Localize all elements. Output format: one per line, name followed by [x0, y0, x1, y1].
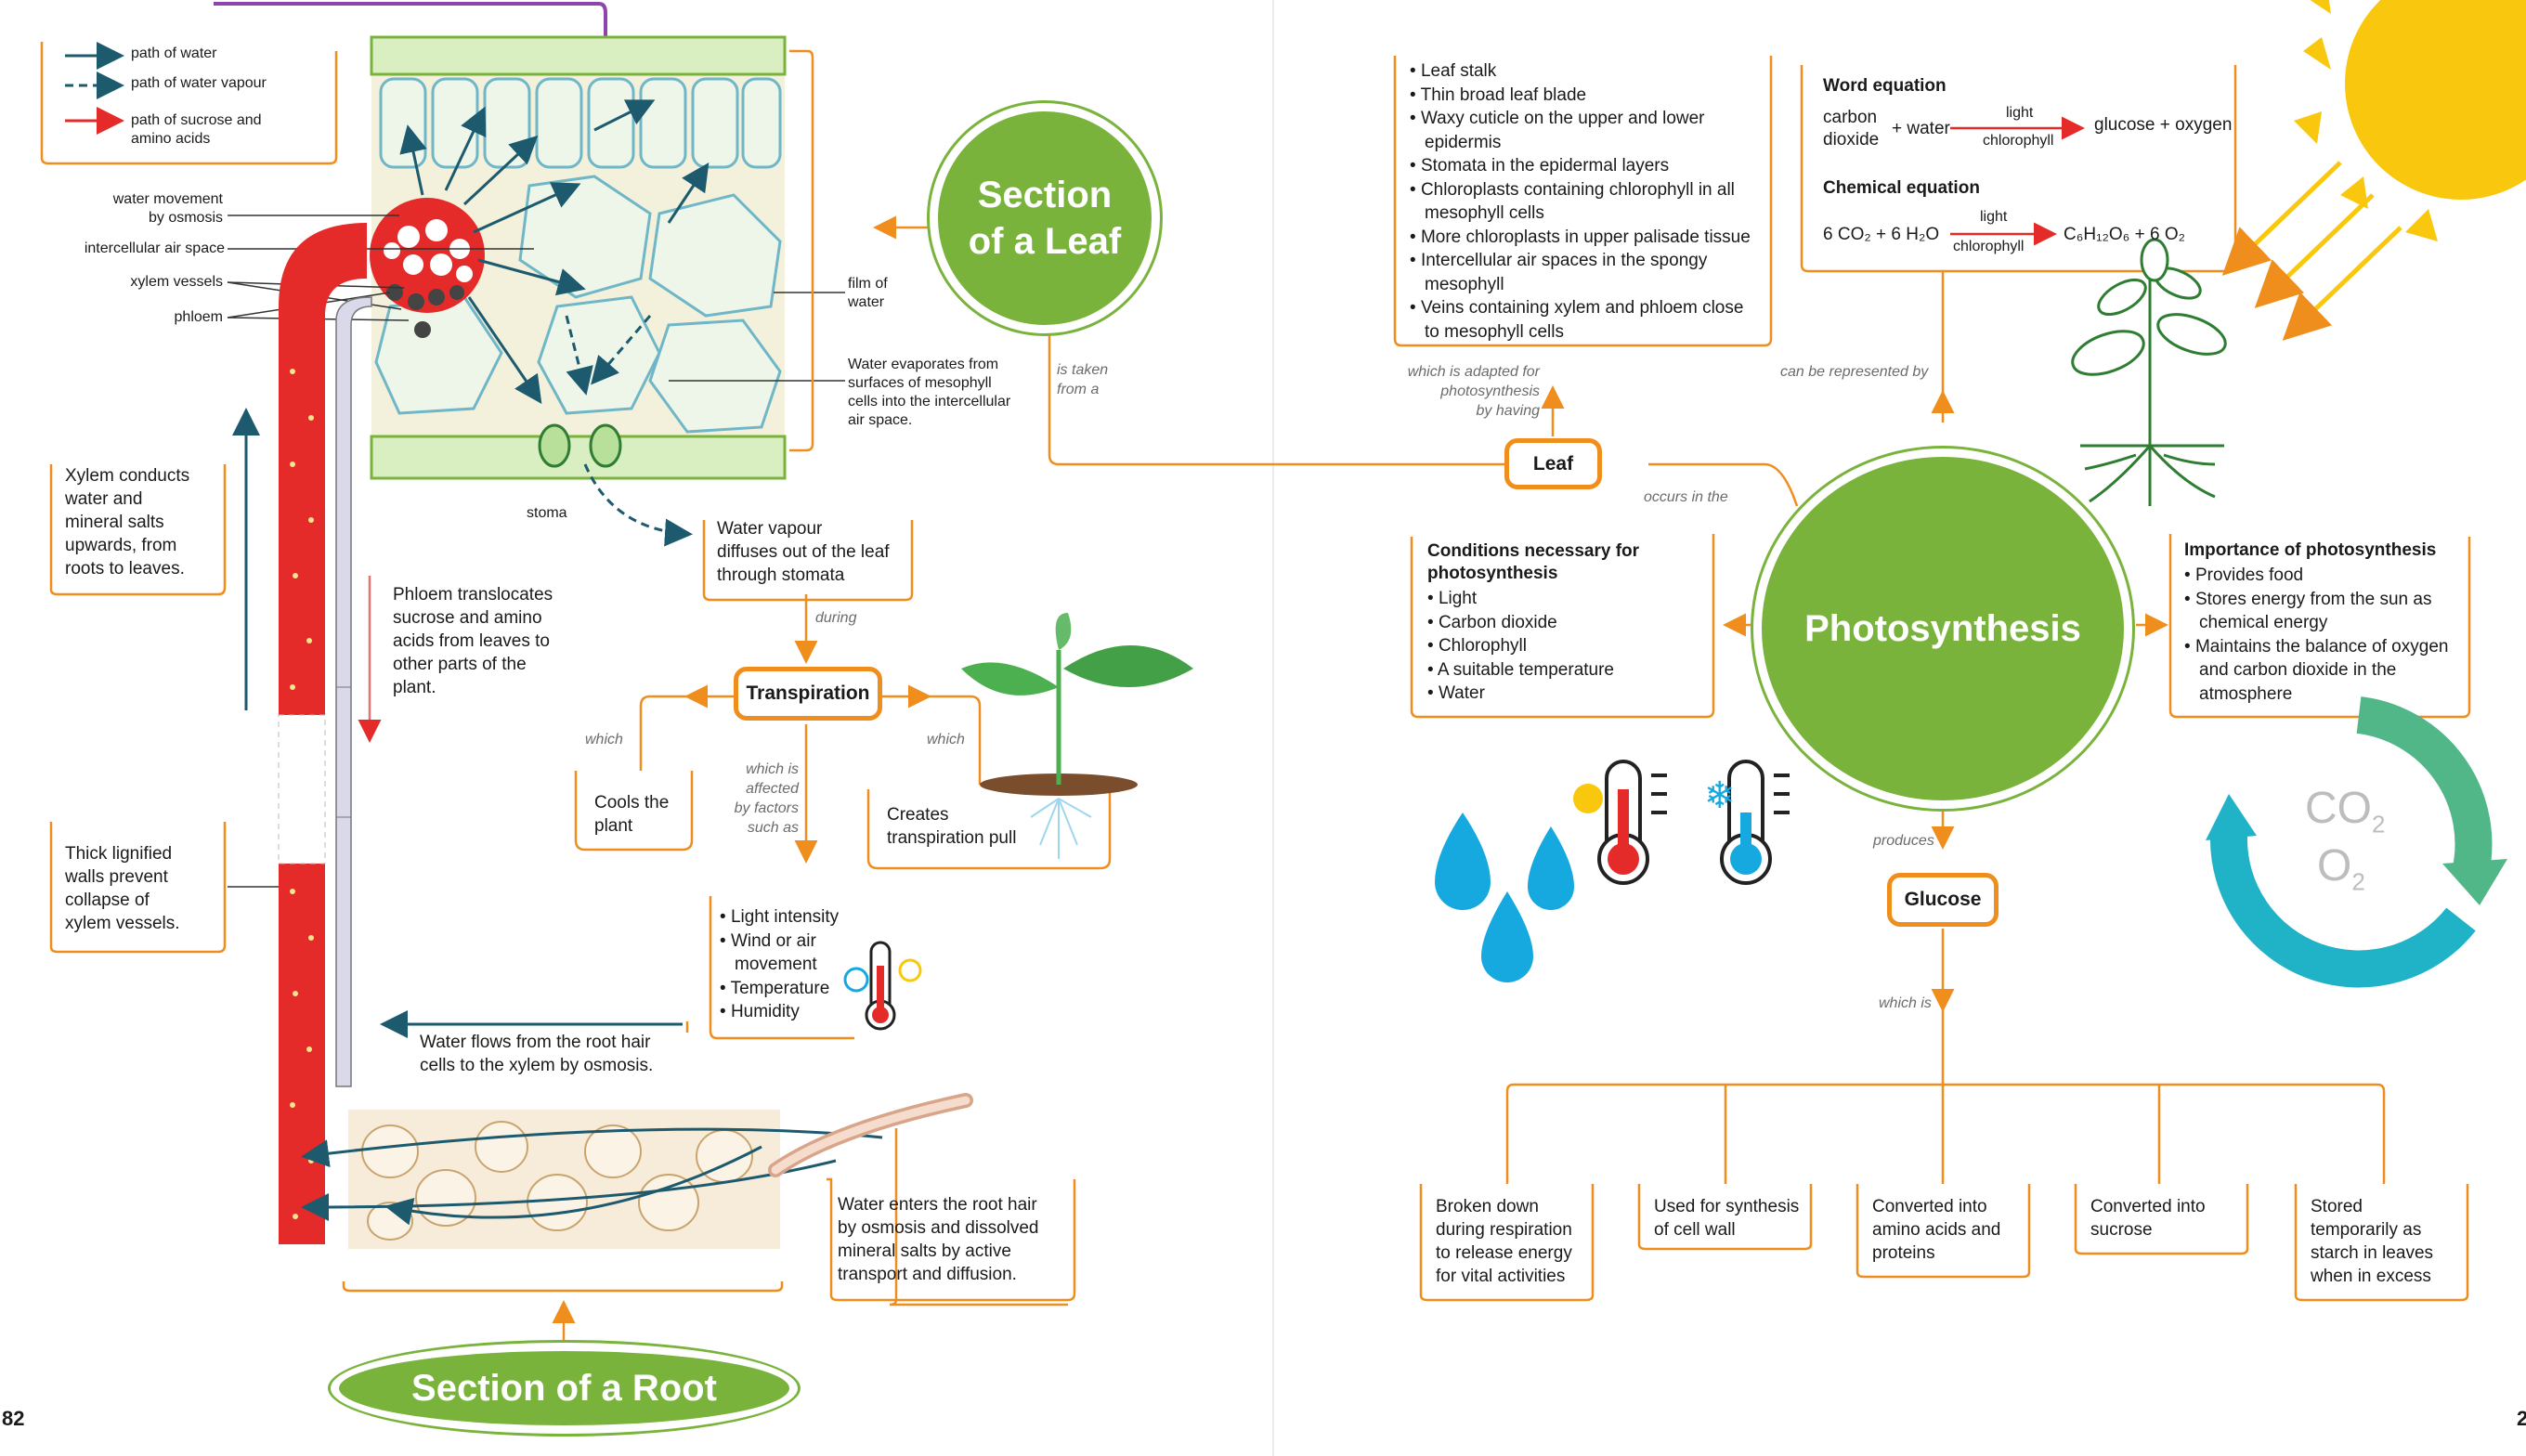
transpiration-box: Transpiration — [734, 667, 882, 721]
page-number-right: 2 — [2517, 1407, 2526, 1430]
phloem-vessel — [335, 296, 372, 1087]
text-lignified: Thick lignified walls prevent collapse o… — [65, 844, 180, 933]
word-equation-title: Word equation — [1823, 76, 1947, 96]
condition-item: A suitable temperature — [1427, 658, 1706, 682]
connector-represented: can be represented by — [1780, 364, 1929, 380]
glucose-use-starch: Stored temporarily as starch in leaves w… — [2311, 1197, 2434, 1286]
section-of-a-root-ellipse: Section of a Root — [339, 1351, 789, 1425]
text-vapour-diffuses: Water vapour diffuses out of the leaf th… — [717, 519, 890, 585]
importance-list: Provides food Stores energy from the sun… — [2184, 564, 2463, 706]
connector-during: during — [815, 610, 857, 626]
legend-water: path of water — [131, 46, 217, 61]
factor-item: Wind or air movement — [720, 930, 868, 977]
label-film-of-water: film of water — [848, 276, 888, 310]
connector-which-right: which — [927, 732, 965, 748]
adaptation-item: Thin broad leaf blade — [1410, 84, 1763, 108]
adaptation-item: Leaf stalk — [1410, 59, 1763, 84]
leaf-box: Leaf — [1504, 438, 1602, 489]
label-air-space: intercellular air space — [84, 240, 225, 256]
condition-item: Carbon dioxide — [1427, 611, 1706, 635]
word-equation-light: light — [2006, 105, 2034, 121]
conditions-title: Conditions necessary for photosynthesis — [1427, 541, 1640, 583]
text-water-flows: Water flows from the root hair cells to … — [420, 1033, 654, 1075]
adaptation-item: Chloroplasts containing chlorophyll in a… — [1410, 178, 1763, 226]
chemical-equation-chlorophyll: chlorophyll — [1953, 239, 2025, 254]
importance-item: Stores energy from the sun as chemical e… — [2184, 588, 2463, 635]
glucose-use-proteins: Converted into amino acids and proteins — [1872, 1197, 2001, 1263]
connector-occurs-in: occurs in the — [1644, 489, 1728, 505]
condition-item: Chlorophyll — [1427, 634, 1706, 658]
glucose-use-sucrose: Converted into sucrose — [2090, 1197, 2206, 1240]
connector-affected-by: which is affected by factors such as — [734, 761, 799, 836]
glucose-use-respiration: Broken down during respiration to releas… — [1436, 1197, 1572, 1286]
importance-item: Provides food — [2184, 564, 2463, 588]
chemical-equation-reactants: 6 CO₂ + 6 H₂O — [1823, 225, 1940, 244]
legend-vapour: path of water vapour — [131, 75, 267, 91]
importance-title: Importance of photosynthesis — [2184, 540, 2437, 560]
condition-item: Water — [1427, 682, 1706, 706]
word-equation-products: glucose + oxygen — [2094, 115, 2233, 135]
plant-illustration — [2071, 238, 2227, 506]
legend-sucrose: path of sucrose and amino acids — [131, 112, 262, 147]
cycle-o2-label: O2 — [2317, 841, 2365, 896]
thermometers: ❄ — [843, 760, 1790, 1031]
text-cools-plant: Cools the plant — [594, 793, 670, 836]
chemical-equation-title: Chemical equation — [1823, 178, 1980, 198]
factor-item: Humidity — [720, 1000, 868, 1024]
chemical-equation-products: C₆H₁₂O₆ + 6 O₂ — [2064, 225, 2185, 244]
text-xylem-conducts: Xylem conducts water and mineral salts u… — [65, 466, 190, 578]
connector-produces: produces — [1873, 833, 1934, 849]
label-phloem: phloem — [174, 309, 223, 325]
word-equation-water: + water — [1892, 119, 1950, 138]
sun-illustration — [2221, 0, 2526, 341]
text-transpiration-pull: Creates transpiration pull — [887, 805, 1017, 848]
glucose-box: Glucose — [1887, 873, 1999, 927]
text-root-hair: Water enters the root hair by osmosis an… — [838, 1195, 1039, 1284]
xylem-vessel — [278, 223, 367, 1244]
connector-which-is: which is — [1879, 995, 1932, 1011]
cycle-co2-label: CO2 — [2305, 784, 2386, 838]
factors-list: Light intensity Wind or air movement Tem… — [720, 905, 868, 1024]
connector-which-left: which — [585, 732, 623, 748]
adaptation-item: Veins containing xylem and phloem close … — [1410, 296, 1763, 344]
factor-item: Light intensity — [720, 905, 868, 930]
svg-text:❄: ❄ — [1704, 774, 1736, 817]
connector-adapted: which is adapted for photosynthesis by h… — [1407, 364, 1540, 419]
factor-item: Temperature — [720, 977, 868, 1001]
chemical-equation-light: light — [1980, 209, 2008, 225]
gas-cycle-illustration — [2206, 696, 2507, 988]
importance-item: Maintains the balance of oxygen and carb… — [2184, 635, 2463, 707]
photosynthesis-circle: Photosynthesis — [1762, 457, 2124, 800]
conditions-list: Light Carbon dioxide Chlorophyll A suita… — [1427, 587, 1706, 706]
label-osmosis: water movement by osmosis — [112, 191, 223, 226]
leaf-adaptations-list: Leaf stalk Thin broad leaf blade Waxy cu… — [1410, 59, 1763, 344]
root-section-illustration — [301, 1093, 973, 1249]
leaf-section-illustration — [370, 35, 787, 547]
seedling-illustration — [961, 613, 1193, 859]
adaptation-item: Stomata in the epidermal layers — [1410, 154, 1763, 178]
connector-is-taken: is taken from a — [1057, 362, 1109, 397]
label-xylem: xylem vessels — [130, 274, 223, 290]
adaptation-item: Waxy cuticle on the upper and lower epid… — [1410, 107, 1763, 154]
label-evaporates: Water evaporates from surfaces of mesoph… — [848, 357, 1011, 428]
condition-item: Light — [1427, 587, 1706, 611]
label-stoma: stoma — [527, 505, 567, 521]
word-equation-chlorophyll: chlorophyll — [1983, 133, 2054, 149]
glucose-use-cell-wall: Used for synthesis of cell wall — [1654, 1197, 1800, 1240]
word-equation-reactant: carbon dioxide — [1823, 108, 1880, 150]
page-number-left: 82 — [2, 1407, 25, 1430]
section-of-a-leaf-circle: Section of a Leaf — [938, 111, 1152, 325]
adaptation-item: Intercellular air spaces in the spongy m… — [1410, 249, 1763, 296]
text-phloem-translocates: Phloem translocates sucrose and amino ac… — [393, 585, 553, 697]
adaptation-item: More chloroplasts in upper palisade tiss… — [1410, 226, 1763, 250]
water-drops — [1435, 812, 1574, 982]
